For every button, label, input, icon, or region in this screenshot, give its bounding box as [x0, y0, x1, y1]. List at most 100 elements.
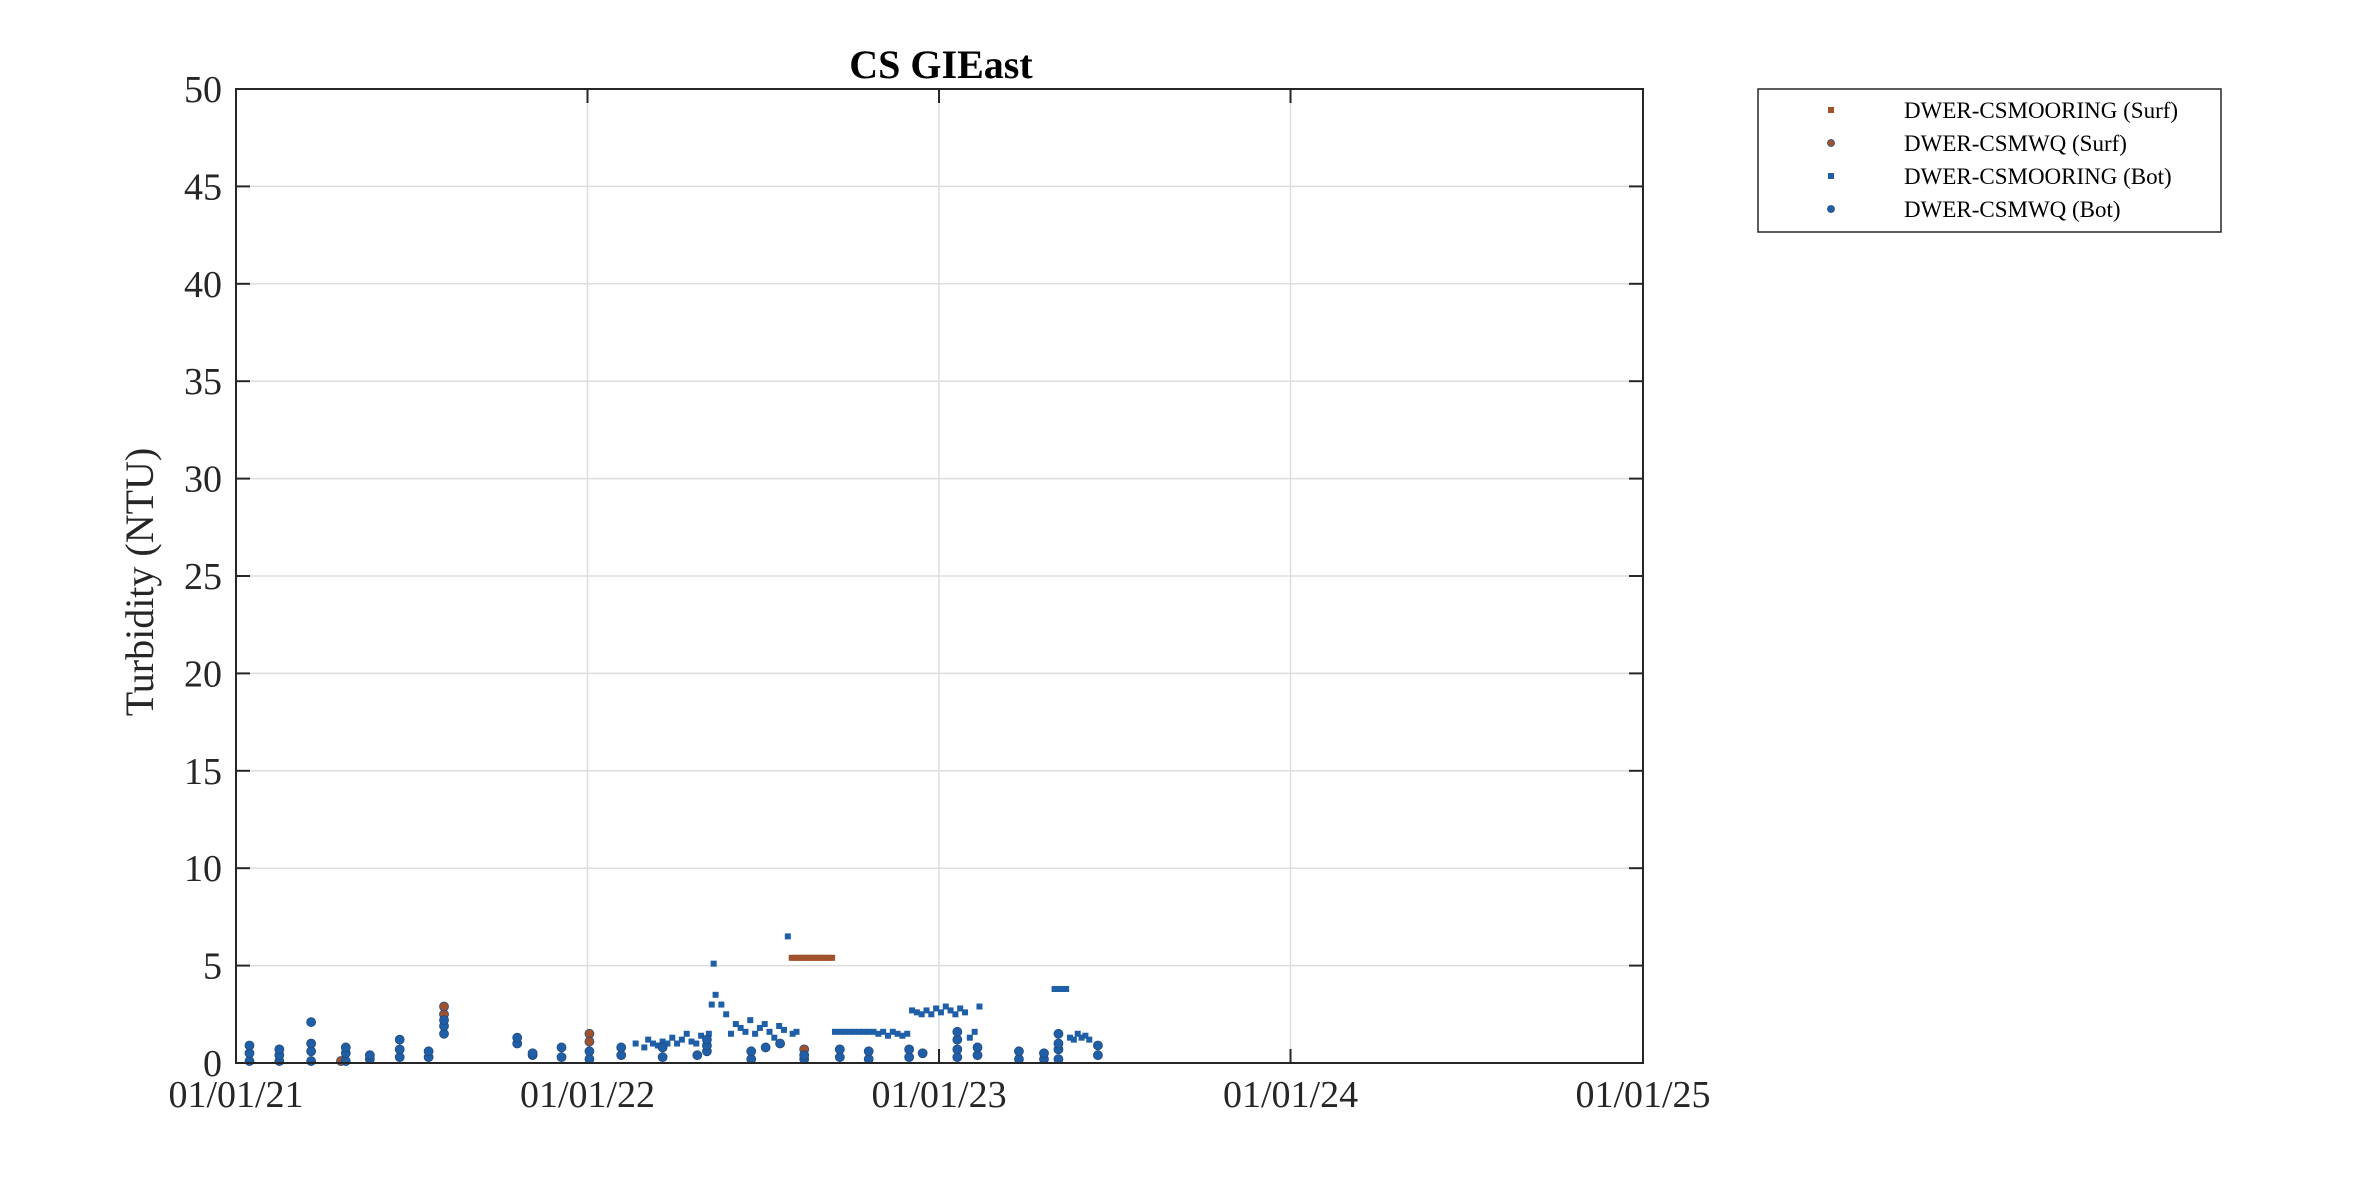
dwer-csmooring-bot-point [710, 960, 717, 967]
dwer-csmooring-bot-point [752, 1030, 759, 1037]
legend-label: DWER-CSMOORING (Bot) [1904, 164, 2172, 189]
y-tick-label: 35 [184, 361, 222, 403]
dwer-csmooring-bot-point [928, 1011, 935, 1018]
dwer-csmwq-bot-point [306, 1038, 317, 1049]
dwer-csmooring-bot-point [884, 1032, 891, 1039]
dwer-csmwq-bot-point [775, 1038, 786, 1049]
series-1 [336, 1001, 810, 1066]
dwer-csmwq-bot-point [952, 1044, 963, 1055]
dwer-csmooring-bot-point [894, 1030, 901, 1037]
legend-label: DWER-CSMWQ (Bot) [1904, 197, 2121, 222]
legend-marker [1827, 139, 1835, 147]
dwer-csmooring-bot-point [918, 1011, 925, 1018]
dwer-csmwq-bot-point [657, 1042, 668, 1053]
data-points [244, 933, 1103, 1066]
dwer-csmooring-bot-point [1082, 1032, 1089, 1039]
x-tick-label: 01/01/21 [168, 1074, 303, 1116]
dwer-csmooring-bot-point [1063, 985, 1070, 992]
y-tick-label: 20 [184, 653, 222, 695]
dwer-csmooring-bot-point [1066, 1034, 1073, 1041]
y-tick-label: 40 [184, 264, 222, 306]
y-tick-label: 25 [184, 556, 222, 598]
dwer-csmooring-bot-point [761, 1021, 768, 1028]
legend-marker [1828, 173, 1834, 179]
dwer-csmooring-bot-point [875, 1030, 882, 1037]
dwer-csmwq-bot-point [1093, 1050, 1103, 1061]
dwer-csmwq-bot-point [952, 1026, 963, 1037]
dwer-csmooring-bot-point [1086, 1036, 1093, 1043]
dwer-csmooring-bot-point [737, 1024, 744, 1031]
dwer-csmwq-bot-point [1014, 1046, 1024, 1057]
dwer-csmooring-bot-point [756, 1024, 763, 1031]
dwer-csmooring-bot-point [836, 1028, 843, 1035]
dwer-csmooring-bot-point [645, 1036, 652, 1043]
x-tick-label: 01/01/24 [1223, 1074, 1358, 1116]
y-tick-label: 5 [203, 946, 222, 988]
dwer-csmooring-bot-point [728, 1030, 735, 1037]
dwer-csmooring-bot-point [784, 933, 791, 940]
y-tick-label: 30 [184, 459, 222, 501]
dwer-csmwq-bot-point [657, 1052, 668, 1063]
dwer-csmooring-bot-point [669, 1034, 676, 1041]
dwer-csmwq-surf-point [439, 1001, 449, 1012]
dwer-csmwq-bot-point [394, 1044, 405, 1055]
dwer-csmooring-bot-point [688, 1038, 695, 1045]
legend-label: DWER-CSMOORING (Surf) [1904, 98, 2178, 123]
dwer-csmooring-bot-point [841, 1028, 848, 1035]
dwer-csmooring-bot-point [889, 1028, 896, 1035]
dwer-csmooring-bot-point [851, 1028, 858, 1035]
dwer-csmooring-bot-point [698, 1032, 705, 1039]
legend-label: DWER-CSMWQ (Surf) [1904, 131, 2127, 156]
dwer-csmwq-bot-point [692, 1050, 703, 1061]
dwer-csmooring-bot-point [674, 1040, 681, 1047]
dwer-csmooring-bot-point [1070, 1036, 1077, 1043]
y-tick-label: 45 [184, 166, 222, 208]
dwer-csmooring-bot-point [683, 1030, 690, 1037]
dwer-csmooring-bot-point [747, 1017, 754, 1024]
legend-box [1757, 88, 2222, 233]
dwer-csmwq-bot-point [1093, 1040, 1103, 1051]
dwer-csmooring-bot-point [846, 1028, 853, 1035]
dwer-csmooring-bot-point [870, 1028, 877, 1035]
x-axis-ticks: 01/01/21 01/01/22 01/01/23 01/01/24 01/01/25 [168, 89, 1711, 1116]
dwer-csmooring-bot-point [732, 1021, 739, 1028]
dwer-csmooring-bot-point [776, 1022, 783, 1029]
x-tick-label: 01/01/25 [1575, 1074, 1710, 1116]
dwer-csmwq-bot-point [616, 1042, 627, 1053]
dwer-csmwq-bot-point [1039, 1048, 1049, 1059]
dwer-csmooring-bot-point [780, 1026, 787, 1033]
legend-marker [1827, 205, 1835, 213]
legend: DWER-CSMOORING (Surf) DWER-CSMWQ (Surf) DW… [1757, 88, 2222, 233]
dwer-csmooring-bot-point [649, 1040, 656, 1047]
chart-title: CS GIEast [849, 42, 1033, 87]
dwer-csmooring-bot-point [942, 1003, 949, 1010]
dwer-csmooring-bot-point [793, 1028, 800, 1035]
dwer-csmooring-bot-point [865, 1028, 872, 1035]
dwer-csmooring-bot-point [742, 1028, 749, 1035]
dwer-csmooring-bot-point [947, 1007, 954, 1014]
dwer-csmooring-bot-point [718, 1001, 725, 1008]
y-tick-label: 50 [184, 69, 222, 111]
dwer-csmwq-bot-point [274, 1044, 285, 1055]
dwer-csmwq-bot-point [439, 1015, 449, 1026]
dwer-csmooring-bot-point [860, 1028, 867, 1035]
y-tick-label: 0 [203, 1043, 222, 1085]
dwer-csmwq-bot-point [702, 1034, 712, 1045]
dwer-csmwq-bot-point [556, 1052, 567, 1063]
series-2 [632, 933, 1093, 1051]
y-tick-label: 15 [184, 751, 222, 793]
dwer-csmwq-bot-point [584, 1046, 595, 1057]
dwer-csmwq-bot-point [917, 1048, 928, 1059]
dwer-csmooring-bot-point [1074, 1030, 1081, 1037]
dwer-csmwq-bot-point [834, 1044, 845, 1055]
dwer-csmooring-bot-point [705, 1030, 712, 1037]
dwer-csmwq-bot-point [512, 1032, 523, 1043]
dwer-csmooring-bot-point [952, 1011, 959, 1018]
dwer-csmwq-bot-point [1053, 1038, 1064, 1049]
dwer-csmooring-bot-point [909, 1007, 916, 1014]
y-tick-label: 10 [184, 848, 222, 890]
dwer-csmooring-bot-point [678, 1036, 685, 1043]
dwer-csmwq-bot-point [760, 1042, 771, 1053]
dwer-csmooring-bot-point [923, 1007, 930, 1014]
